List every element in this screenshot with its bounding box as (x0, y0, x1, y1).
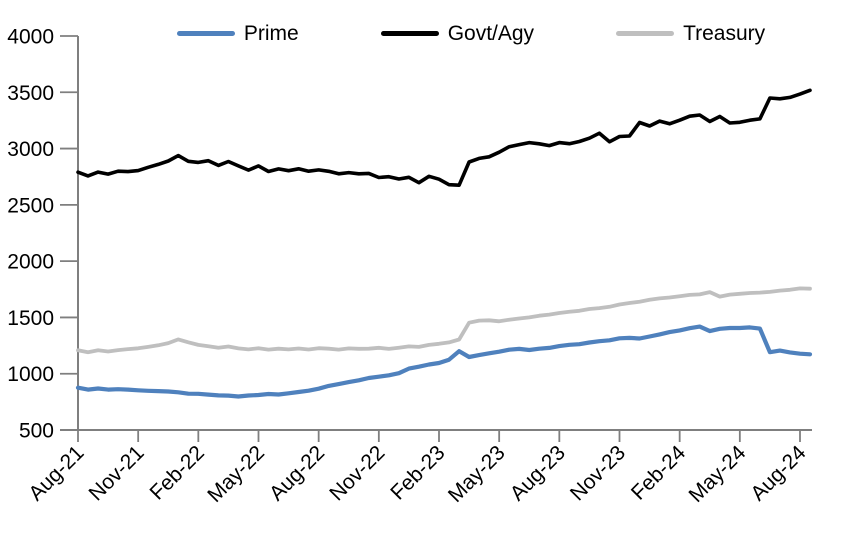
y-axis-tick-label: 3000 (7, 138, 54, 161)
x-axis-tick-label: Aug-24 (746, 441, 810, 505)
y-axis-tick-label: 2500 (7, 194, 54, 217)
y-axis-tick-label: 4000 (7, 26, 54, 49)
x-axis-tick-label: Feb-23 (386, 441, 449, 504)
x-axis-tick-label: Feb-24 (627, 441, 691, 505)
x-axis-tick-label: Feb-22 (146, 441, 209, 504)
govt-agy-series-line (76, 88, 812, 187)
y-axis-tick-label: 1500 (7, 307, 54, 330)
x-axis-tick-label: Nov-22 (325, 441, 389, 505)
y-axis-tick-label: 500 (19, 420, 54, 443)
x-axis-tick-label: Aug-22 (265, 441, 329, 505)
x-axis-tick-label: Aug-21 (24, 441, 88, 505)
x-axis-tick-label: May-24 (685, 441, 751, 507)
x-axis-tick-label: Nov-21 (85, 441, 149, 505)
treasury-series-line (76, 286, 812, 355)
y-axis-tick-label: 2000 (7, 251, 54, 274)
y-axis-tick-label: 1000 (7, 363, 54, 386)
x-axis-tick-label: May-23 (444, 441, 510, 507)
y-axis-tick-label: 3500 (7, 82, 54, 105)
x-axis-tick-label: Aug-23 (506, 441, 570, 505)
prime-series-line (75, 324, 813, 399)
x-axis-tick-label: Nov-23 (566, 441, 630, 505)
x-axis-tick-label: May-22 (203, 441, 269, 507)
axis-lines (60, 36, 812, 431)
